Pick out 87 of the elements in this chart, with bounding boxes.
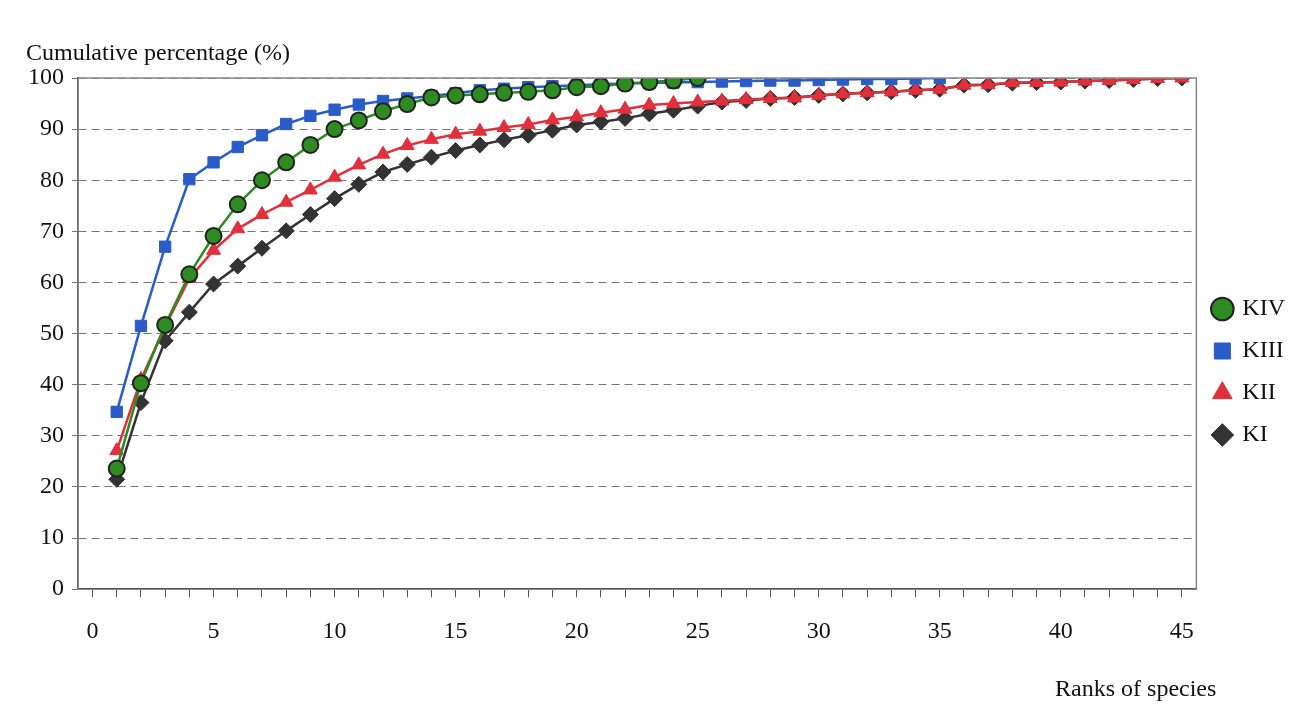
point [495,131,513,149]
point [205,275,223,293]
point [301,205,319,223]
point [255,129,269,142]
point [229,257,247,275]
point [495,83,514,102]
y-axis-title: Cumulative percentage (%) [26,39,290,66]
point [446,86,465,105]
point [207,156,220,169]
y-tick-label: 30 [40,421,64,448]
point [326,190,344,208]
x-tick-label: 45 [1169,616,1194,643]
point [325,120,344,139]
x-tick-label: 35 [927,616,952,643]
point [253,239,271,257]
point [349,111,368,130]
point [204,226,223,245]
point [183,173,196,186]
point [859,84,875,98]
point [277,222,295,240]
point [545,111,560,125]
point [328,103,341,116]
point [158,240,172,253]
x-tick-label: 15 [443,616,468,643]
y-tick-label: 20 [40,472,64,499]
point [277,153,296,172]
point [593,104,609,118]
point [252,171,271,190]
y-tick-label: 50 [40,318,64,345]
point [496,119,512,133]
y-tick-label: 10 [40,523,64,550]
point [110,405,123,418]
x-tick-label: 20 [564,616,589,643]
legend-label: KI [1242,420,1268,447]
x-tick-label: 5 [207,616,220,643]
point [352,98,365,111]
y-tick-label: 100 [28,63,64,90]
point [569,108,585,122]
legend-label: KIII [1242,336,1284,363]
point [422,148,440,166]
point [180,265,199,284]
point [398,155,416,173]
x-tick-label: 40 [1048,616,1073,643]
point [422,88,441,107]
point [543,81,562,100]
y-tick-label: 90 [40,114,64,141]
y-tick-label: 70 [40,216,64,243]
y-tick-label: 60 [40,267,64,294]
legend-label: KIV [1242,294,1286,321]
point [591,78,610,96]
point [351,156,367,170]
point [107,459,126,478]
point [666,95,681,109]
point [302,181,318,195]
point [230,220,246,234]
point [471,136,489,154]
point [228,195,247,214]
point [883,83,899,97]
x-tick-label: 30 [806,616,831,643]
point [374,163,392,181]
point [715,78,729,88]
y-tick-label: 40 [40,370,64,397]
point [980,78,996,90]
point [835,85,851,99]
x-tick-label: 0 [86,616,99,643]
point [520,116,536,130]
point [470,85,489,104]
x-axis-title: Ranks of species [1055,675,1217,702]
y-tick-label: 80 [40,165,64,192]
legend-label: KII [1242,378,1276,405]
point [374,102,392,121]
x-tick-label: 25 [685,616,710,643]
point [956,78,972,90]
point [131,374,150,393]
point [301,135,320,154]
point [447,142,465,160]
point [567,78,586,97]
point [398,95,417,114]
point [350,175,368,193]
y-tick-label: 0 [52,574,64,601]
x-tick-label: 10 [322,616,347,643]
point [519,82,538,101]
point [180,303,198,321]
point [134,319,148,333]
point [280,117,293,131]
point [231,140,244,154]
point [304,109,317,122]
